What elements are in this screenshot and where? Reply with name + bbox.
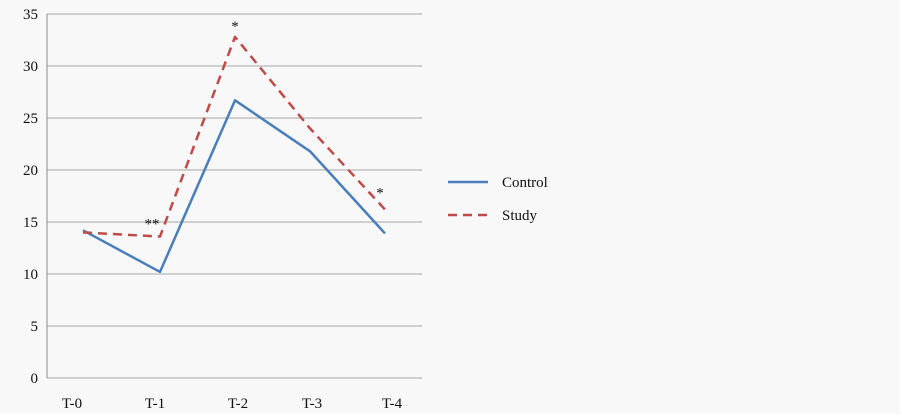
- legend-label-control: Control: [502, 175, 548, 191]
- y-tick-label: 35: [23, 7, 38, 23]
- series-line-study: [82, 35, 386, 238]
- y-tick-label: 10: [23, 267, 38, 283]
- y-tick-label: 20: [23, 163, 38, 179]
- series-line-control: [82, 99, 386, 274]
- significance-annotation: *: [376, 186, 384, 202]
- y-tick-label: 0: [31, 371, 39, 387]
- x-tick-label: T-1: [145, 396, 165, 412]
- x-tick-label: T-4: [382, 396, 403, 412]
- legend-label-study: Study: [502, 208, 538, 224]
- y-tick-label: 15: [23, 215, 38, 231]
- x-tick-label: T-3: [302, 396, 322, 412]
- x-tick-label: T-0: [62, 396, 82, 412]
- y-tick-label: 30: [23, 59, 38, 75]
- y-tick-label: 5: [31, 319, 39, 335]
- significance-annotation: *: [231, 19, 239, 35]
- x-tick-label: T-2: [228, 396, 248, 412]
- significance-annotation: **: [145, 217, 160, 233]
- y-tick-label: 25: [23, 111, 38, 127]
